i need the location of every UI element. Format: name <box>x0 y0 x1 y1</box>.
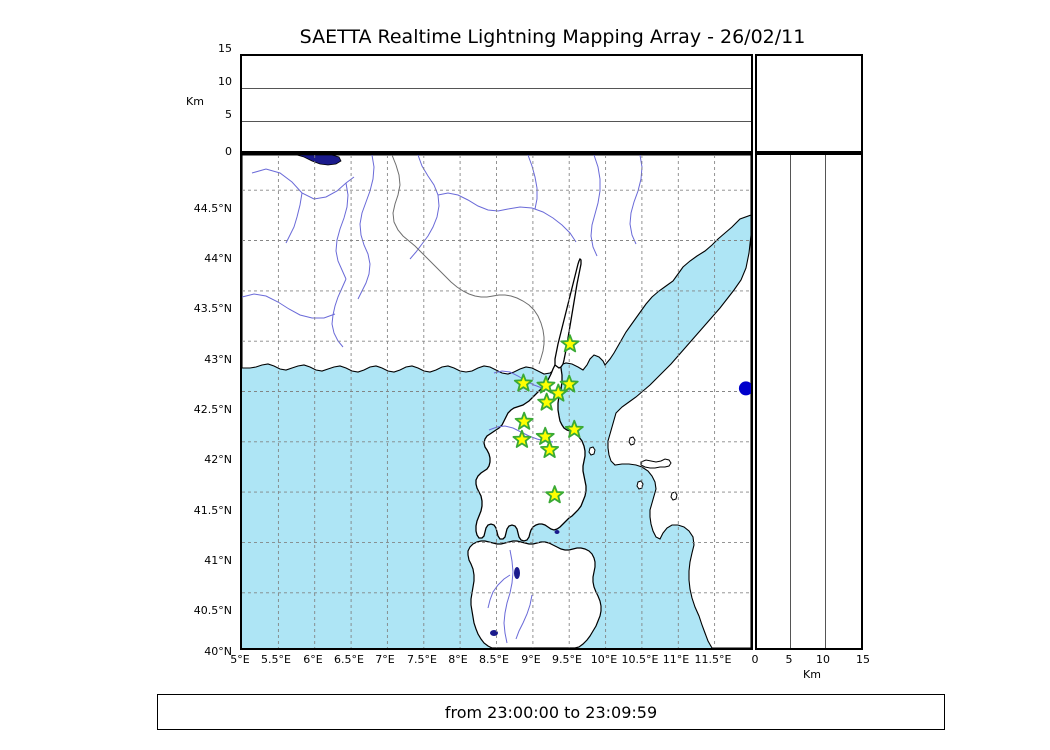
right-panel-gridline-5 <box>790 155 791 648</box>
lma-station-marker <box>537 392 557 411</box>
map-ytick-43-5: 43.5°N <box>193 302 232 315</box>
river-sardinia-w <box>487 574 511 609</box>
right-panel-xtick-5: 5 <box>785 653 793 666</box>
map-ytick-44-5: 44.5°N <box>193 202 232 215</box>
map-xtick-8: 8°E <box>448 653 468 666</box>
right-panel-xlabel: Km <box>803 668 821 681</box>
island-gorgona <box>588 446 596 456</box>
lma-station-marker <box>548 383 568 402</box>
lma-station-marker <box>513 373 533 392</box>
top-panel-ylabel: Km <box>186 95 204 108</box>
lma-station-marker <box>560 334 580 353</box>
station-markers-group <box>512 334 584 504</box>
lma-station-marker <box>559 374 579 393</box>
map-ytick-40-5: 40.5°N <box>193 604 232 617</box>
river-italy-e <box>629 155 643 245</box>
top-panel-ytick-10: 10 <box>218 75 232 88</box>
right-panel-xtick-0: 0 <box>751 653 759 666</box>
top-panel-ytick-15: 15 <box>218 42 232 55</box>
map-ytick-41-5: 41.5°N <box>193 504 232 517</box>
lma-station-marker <box>564 419 584 438</box>
lma-station-marker <box>536 375 556 394</box>
lake-geneva <box>296 155 342 166</box>
status-text: from 23:00:00 to 23:09:59 <box>444 702 658 722</box>
map-xtick-7: 7°E <box>375 653 395 666</box>
top-panel-gridline-10 <box>242 88 751 89</box>
river-po-east <box>507 206 577 243</box>
river-flumendosa <box>515 594 533 640</box>
map-xtick-11-5: 11.5°E <box>694 653 732 666</box>
river-italy-ne <box>590 155 601 257</box>
river-branch-a <box>285 192 303 244</box>
top-panel-ytick-0: 0 <box>225 145 232 158</box>
map-ytick-42-5: 42.5°N <box>193 403 232 416</box>
lma-station-marker <box>535 426 555 445</box>
river-saone <box>357 155 375 300</box>
map-xtick-6-5: 6.5°E <box>334 653 364 666</box>
island-capraia <box>628 436 636 446</box>
right-panel-xtick-10: 10 <box>816 653 830 666</box>
river-tirso <box>503 549 514 644</box>
lightning-source-markers-group <box>738 381 751 396</box>
map-graphic <box>242 155 751 648</box>
lake-omodeo <box>514 567 520 579</box>
island-giglio <box>670 491 678 501</box>
map-xtick-6: 6°E <box>303 653 323 666</box>
map-xtick-11: 11°E <box>662 653 690 666</box>
river-rhone-upper <box>251 168 355 200</box>
right-panel-xtick-15: 15 <box>856 653 870 666</box>
river-po-upper <box>409 155 440 260</box>
lightning-source-marker <box>738 381 751 396</box>
map-ytick-43: 43°N <box>204 353 232 366</box>
page-title: SAETTA Realtime Lightning Mapping Array … <box>299 26 806 48</box>
map-xtick-5-5: 5.5°E <box>261 653 291 666</box>
lma-station-marker <box>514 411 534 430</box>
map-xtick-10-5: 10.5°E <box>621 653 659 666</box>
map-panel[interactable] <box>240 153 753 650</box>
island-elba <box>640 458 672 469</box>
top-altitude-panel[interactable] <box>240 54 753 153</box>
lma-station-marker <box>540 439 560 458</box>
top-panel-gridline-5 <box>242 121 751 122</box>
river-adige <box>527 155 538 210</box>
border-france-italy <box>391 155 545 365</box>
lake-sardinia-south <box>490 630 498 636</box>
map-xtick-8-5: 8.5°E <box>479 653 509 666</box>
map-ytick-42: 42°N <box>204 453 232 466</box>
land-sardinia <box>467 540 602 648</box>
map-xtick-7-5: 7.5°E <box>407 653 437 666</box>
lma-station-marker <box>512 429 532 448</box>
lma-station-marker <box>545 485 565 504</box>
map-ytick-41: 41°N <box>204 554 232 567</box>
river-rhone <box>335 182 349 280</box>
map-xtick-5: 5°E <box>230 653 250 666</box>
river-durance <box>242 293 336 319</box>
top-panel-ytick-5: 5 <box>225 108 232 121</box>
map-xtick-9-5: 9.5°E <box>552 653 582 666</box>
right-altitude-panel[interactable] <box>755 153 863 650</box>
map-xtick-9: 9°E <box>521 653 541 666</box>
map-ytick-44: 44°N <box>204 252 232 265</box>
corner-panel <box>755 54 863 153</box>
lake-corsica-south <box>554 530 560 534</box>
right-panel-gridline-10 <box>825 155 826 648</box>
status-bar: from 23:00:00 to 23:09:59 <box>157 694 945 730</box>
map-ytick-40: 40°N <box>204 645 232 658</box>
map-xtick-10: 10°E <box>590 653 618 666</box>
